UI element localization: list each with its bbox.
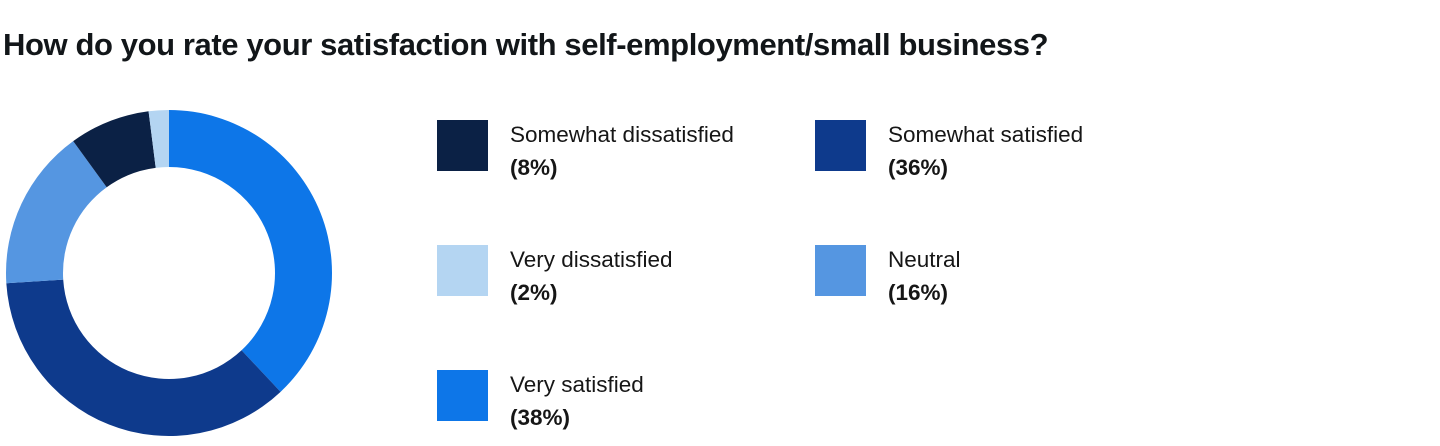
- donut-slice-very-dissatisfied: [148, 110, 169, 168]
- legend-color-swatch: [815, 120, 866, 171]
- legend-pct: (2%): [510, 280, 558, 305]
- donut-slice-somewhat-satisfied: [6, 279, 281, 436]
- legend-item-somewhat-dissatisfied: Somewhat dissatisfied (8%): [437, 118, 815, 184]
- legend-color-swatch: [815, 245, 866, 296]
- legend-text: Somewhat dissatisfied (8%): [510, 118, 734, 184]
- donut-slice-somewhat-dissatisfied: [73, 111, 156, 188]
- legend-label: Neutral: [888, 247, 961, 272]
- legend-text: Neutral (16%): [888, 243, 961, 309]
- legend-label: Very dissatisfied: [510, 247, 673, 272]
- legend-item-neutral: Neutral (16%): [815, 243, 1235, 309]
- legend: Somewhat dissatisfied (8%) Somewhat sati…: [437, 118, 1235, 434]
- legend-pct: (36%): [888, 155, 949, 180]
- legend-pct: (16%): [888, 280, 949, 305]
- chart-title: How do you rate your satisfaction with s…: [3, 26, 1049, 62]
- legend-item-very-dissatisfied: Very dissatisfied (2%): [437, 243, 815, 309]
- legend-label: Somewhat dissatisfied: [510, 122, 734, 147]
- legend-color-swatch: [437, 370, 488, 421]
- legend-color-swatch: [437, 245, 488, 296]
- donut-slice-neutral: [5, 141, 107, 284]
- legend-text: Very dissatisfied (2%): [510, 243, 673, 309]
- legend-label: Very satisfied: [510, 372, 644, 397]
- legend-pct: (38%): [510, 405, 571, 430]
- legend-text: Very satisfied (38%): [510, 368, 644, 434]
- donut-slice-very-satisfied: [169, 110, 332, 392]
- legend-color-swatch: [437, 120, 488, 171]
- donut-chart-container: [4, 108, 334, 438]
- legend-item-very-satisfied: Very satisfied (38%): [437, 368, 815, 434]
- legend-text: Somewhat satisfied (36%): [888, 118, 1083, 184]
- legend-item-somewhat-satisfied: Somewhat satisfied (36%): [815, 118, 1235, 184]
- legend-pct: (8%): [510, 155, 558, 180]
- donut-chart: [5, 110, 332, 436]
- legend-label: Somewhat satisfied: [888, 122, 1084, 147]
